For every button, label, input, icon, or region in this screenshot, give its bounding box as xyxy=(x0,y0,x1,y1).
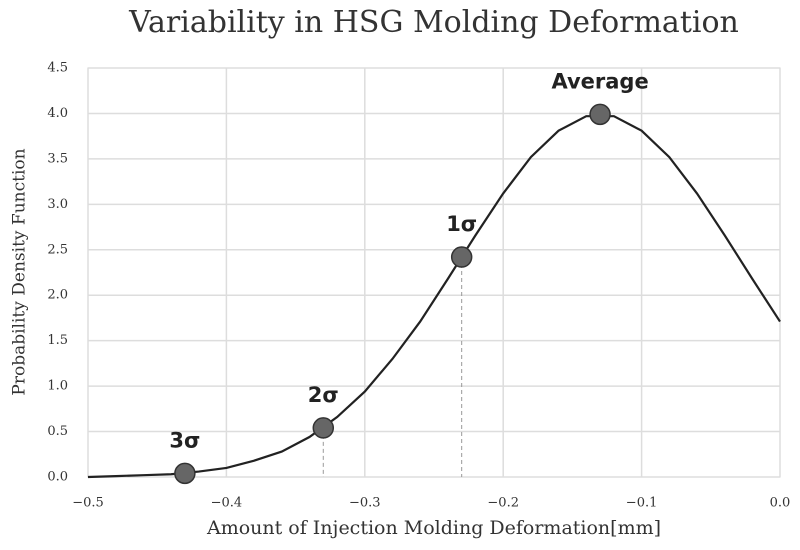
x-tick-label: −0.4 xyxy=(211,496,243,511)
y-tick-label: 2.5 xyxy=(47,242,68,257)
y-tick-label: 1.0 xyxy=(47,379,68,394)
point-marker xyxy=(589,103,611,126)
plot-frame xyxy=(87,67,781,478)
y-tick-label: 3.5 xyxy=(47,151,68,166)
point-marker xyxy=(450,246,473,268)
x-axis-label: Amount of Injection Molding Deformation[… xyxy=(206,517,661,539)
point-marker xyxy=(174,462,196,485)
annotation: 3σ xyxy=(169,428,200,452)
annotation: Average xyxy=(551,69,648,93)
point-marker xyxy=(312,417,335,439)
y-tick-label: 1.5 xyxy=(47,333,68,348)
annotation: 2σ xyxy=(308,383,339,407)
x-tick-label: 0.0 xyxy=(770,496,791,511)
y-tick-label: 2.0 xyxy=(47,288,68,303)
y-tick-label: 0.0 xyxy=(47,470,68,485)
x-tick-label: −0.3 xyxy=(349,496,381,511)
y-tick-label: 3.0 xyxy=(47,197,68,212)
x-tick-label: −0.5 xyxy=(72,496,104,511)
chart-title: Variability in HSG Molding Deformation xyxy=(128,5,739,40)
y-tick-label: 0.5 xyxy=(47,424,68,439)
x-tick-label: −0.1 xyxy=(626,496,658,511)
y-tick-label: 4.5 xyxy=(47,61,68,76)
y-tick-label: 4.0 xyxy=(47,106,68,121)
annotation: 1σ xyxy=(446,212,477,236)
x-tick-label: −0.2 xyxy=(487,496,519,511)
line xyxy=(87,115,781,479)
y-axis-label: Probability Density Function xyxy=(10,148,30,395)
